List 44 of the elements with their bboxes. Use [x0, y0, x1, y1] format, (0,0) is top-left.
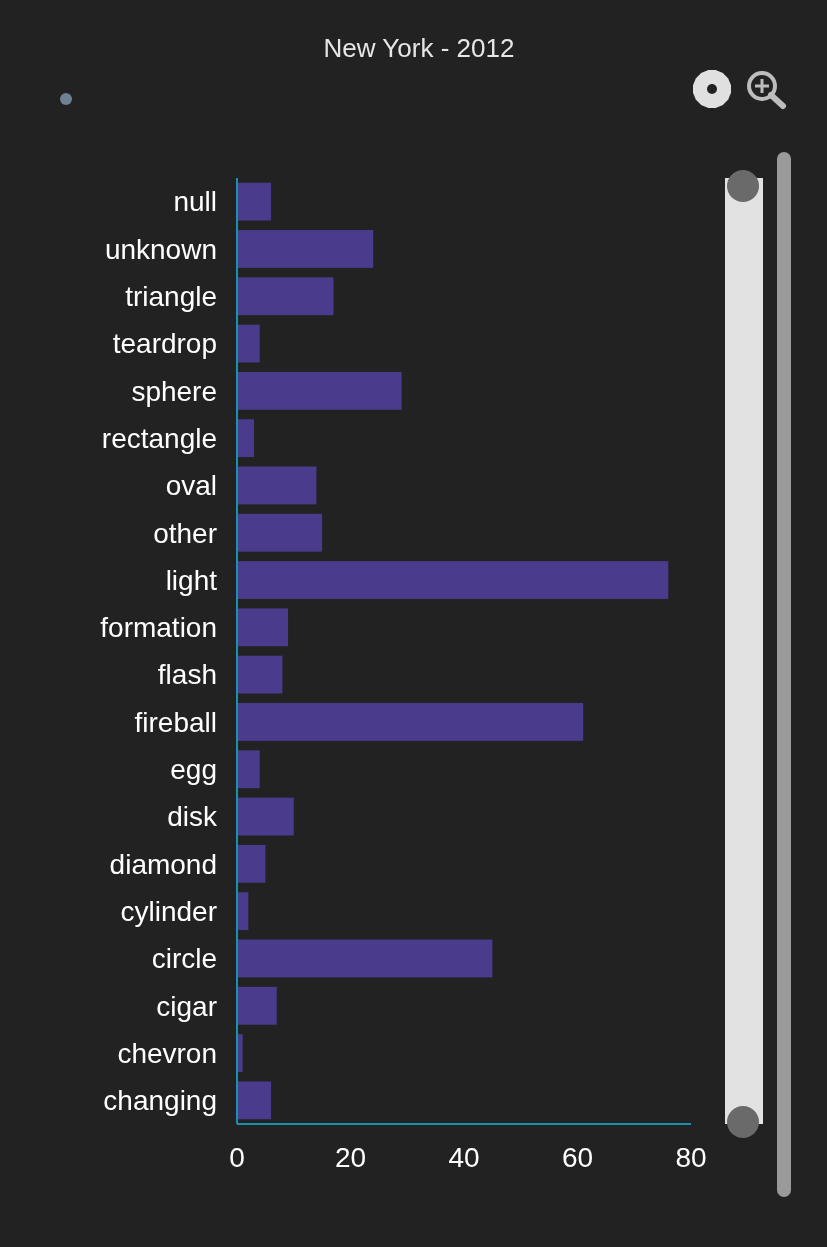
- y-tick-label: flash: [157, 659, 217, 691]
- y-tick-label: fireball: [134, 706, 217, 738]
- y-tick-label: other: [153, 517, 217, 549]
- x-tick-label: 60: [561, 1142, 594, 1173]
- bar: [237, 466, 317, 505]
- y-tick-label: sphere: [131, 375, 217, 407]
- y-tick-label: null: [173, 186, 217, 218]
- y-tick-label: changing: [103, 1085, 217, 1117]
- x-tick-label: 20: [334, 1142, 367, 1173]
- chart-title: New York - 2012: [323, 33, 515, 63]
- x-tick-label: 40: [448, 1142, 480, 1173]
- y-tick-label: triangle: [125, 281, 217, 313]
- y-tick-label: rectangle: [101, 422, 217, 454]
- x-tick-label: 80: [675, 1142, 707, 1173]
- bar: [237, 750, 260, 789]
- y-tick-label: chevron: [117, 1037, 217, 1069]
- bar: [237, 1081, 272, 1120]
- bar: [237, 844, 266, 883]
- bar: [237, 419, 255, 458]
- y-tick-label: diamond: [109, 848, 217, 880]
- bar: [237, 655, 283, 694]
- x-tick-label: 0: [229, 1142, 245, 1173]
- y-tick-label: teardrop: [112, 328, 217, 360]
- y-tick-label: formation: [100, 612, 217, 644]
- y-tick-label: cigar: [156, 990, 217, 1022]
- bar: [237, 797, 294, 836]
- bar: [237, 561, 669, 599]
- y-tick-label: circle: [151, 943, 217, 975]
- bar: [237, 277, 334, 316]
- y-tick-label: unknown: [104, 233, 217, 265]
- y-tick-label: oval: [165, 470, 217, 502]
- y-tick-label: egg: [170, 754, 217, 786]
- bar: [237, 939, 493, 978]
- bar: [237, 513, 323, 552]
- y-tick-label: light: [165, 564, 218, 596]
- bar: [237, 324, 260, 363]
- bar: [237, 230, 374, 268]
- bar: [237, 182, 272, 221]
- bar: [237, 608, 289, 647]
- y-tick-label: disk: [167, 801, 218, 833]
- bar: [237, 371, 402, 410]
- bar: [237, 986, 277, 1025]
- y-tick-label: cylinder: [120, 895, 217, 927]
- bar: [237, 703, 584, 741]
